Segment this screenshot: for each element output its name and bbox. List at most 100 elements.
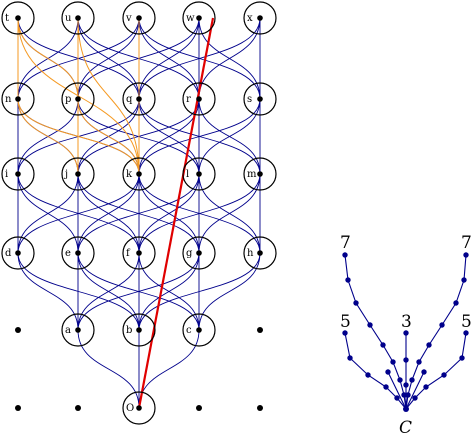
node-dot — [136, 405, 142, 411]
node-dot — [75, 327, 81, 333]
graph-edge — [17, 252, 140, 331]
node-label: j — [64, 169, 68, 180]
graph-edge — [77, 17, 140, 100]
node-label: i — [5, 169, 8, 180]
node-ring — [243, 236, 277, 270]
node-O: O — [122, 391, 156, 425]
node-label: m — [247, 169, 257, 180]
graph-edge — [17, 252, 79, 331]
node-ring — [61, 82, 95, 116]
tree-node — [367, 322, 373, 328]
node-dot — [136, 15, 142, 21]
node-dot — [15, 15, 21, 21]
node-dot — [196, 15, 202, 21]
node-label: h — [247, 248, 254, 259]
graph-edge — [138, 173, 261, 254]
tree-branch — [387, 371, 407, 410]
tree-node — [383, 384, 389, 390]
node-ring — [122, 1, 156, 35]
node-dot — [196, 327, 202, 333]
node-dot — [257, 171, 263, 177]
graph-nodes: t u v w x n p q r s i j k l m d e f g h a b c O — [1, 1, 277, 425]
orange-edge — [77, 98, 140, 175]
node-ring — [122, 157, 156, 191]
node-dot — [136, 171, 142, 177]
tree-node — [405, 392, 411, 398]
graph-edge — [138, 98, 200, 175]
node-ring — [1, 82, 35, 116]
node-r: r — [182, 82, 216, 116]
node-dot — [15, 250, 21, 256]
graph-edge — [138, 329, 200, 409]
node-dot — [15, 96, 21, 102]
node-a: a — [61, 313, 95, 347]
graph-edge — [138, 252, 261, 331]
tree-node — [403, 330, 409, 336]
graph-edge — [138, 17, 200, 100]
node-g: g — [182, 236, 216, 270]
tree-node — [463, 252, 469, 258]
node-dot — [257, 96, 263, 102]
node-ring — [61, 1, 95, 35]
node-label: v — [125, 13, 132, 24]
tree-node — [423, 384, 429, 390]
node-s: s — [243, 82, 277, 116]
node-dot — [75, 15, 81, 21]
plain-dot — [15, 327, 21, 333]
tree-leaf-label: 7 — [340, 233, 351, 253]
graph-edge — [77, 329, 140, 409]
node-ring — [61, 236, 95, 270]
node-label: q — [126, 94, 133, 105]
graph-edge — [77, 252, 200, 331]
node-dot — [75, 250, 81, 256]
node-ring — [122, 391, 156, 425]
node-n: n — [1, 82, 35, 116]
tree-leaf-label: 7 — [461, 233, 472, 253]
tree-node — [401, 392, 407, 398]
tree-node — [347, 355, 353, 361]
tree-node — [459, 355, 465, 361]
graph-edge — [198, 98, 261, 175]
tree-node — [345, 277, 351, 283]
node-label: r — [186, 94, 191, 105]
tree-node — [403, 357, 409, 363]
node-j: j — [61, 157, 95, 191]
node-dot — [257, 250, 263, 256]
node-ring — [1, 1, 35, 35]
graph-edge — [198, 173, 261, 254]
node-v: v — [122, 1, 156, 35]
node-e: e — [61, 236, 95, 270]
tree-node — [397, 377, 403, 383]
node-label: t — [5, 13, 9, 24]
tree-node — [342, 252, 348, 258]
tree-node — [353, 300, 359, 306]
tree-node — [439, 322, 445, 328]
node-label: s — [247, 94, 252, 105]
node-h: h — [243, 236, 277, 270]
tree-node — [461, 277, 467, 283]
node-label: f — [126, 248, 131, 259]
node-label: O — [126, 403, 134, 414]
node-t: t — [1, 1, 35, 35]
node-ring — [182, 157, 216, 191]
plain-dot — [196, 405, 202, 411]
tree-node — [416, 359, 422, 365]
tree-node — [342, 330, 348, 336]
node-m: m — [243, 157, 277, 191]
node-label: g — [186, 248, 193, 259]
tree-node — [426, 342, 432, 348]
node-i: i — [1, 157, 35, 191]
node-b: b — [122, 313, 156, 347]
node-w: w — [182, 1, 216, 35]
node-q: q — [122, 82, 156, 116]
node-ring — [61, 157, 95, 191]
tree-node — [394, 395, 400, 401]
orange-edge — [17, 17, 79, 100]
graph-edge — [77, 252, 140, 331]
tree-node — [421, 369, 427, 375]
node-label: w — [186, 13, 195, 24]
tree-branch — [405, 254, 467, 410]
node-dot — [136, 250, 142, 256]
